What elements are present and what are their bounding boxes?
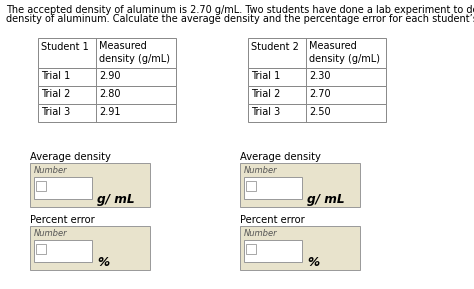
Text: Number: Number <box>244 166 278 175</box>
Text: Trial 3: Trial 3 <box>41 107 70 117</box>
Text: Trial 3: Trial 3 <box>251 107 280 117</box>
Text: Measured
density (g/mL): Measured density (g/mL) <box>99 41 170 64</box>
Bar <box>240 226 360 270</box>
Bar <box>240 163 360 207</box>
Text: Trial 2: Trial 2 <box>41 89 70 99</box>
Text: density of aluminum. Calculate the average density and the percentage error for : density of aluminum. Calculate the avera… <box>6 14 474 24</box>
Text: g/ mL: g/ mL <box>307 193 345 206</box>
Text: Trial 2: Trial 2 <box>251 89 281 99</box>
Bar <box>246 244 256 254</box>
Text: Student 2: Student 2 <box>251 42 299 52</box>
Text: 2.70: 2.70 <box>309 89 331 99</box>
Bar <box>38 68 176 86</box>
Bar <box>246 181 256 191</box>
Bar <box>34 177 92 199</box>
Text: 2.90: 2.90 <box>99 71 120 81</box>
Bar <box>244 240 302 262</box>
Text: Trial 1: Trial 1 <box>41 71 70 81</box>
Text: %: % <box>307 256 319 269</box>
Bar <box>30 226 150 270</box>
Text: Number: Number <box>34 166 68 175</box>
Text: 2.30: 2.30 <box>309 71 330 81</box>
Text: %: % <box>97 256 109 269</box>
Text: Trial 1: Trial 1 <box>251 71 280 81</box>
Text: 2.91: 2.91 <box>99 107 120 117</box>
Text: Student 1: Student 1 <box>41 42 89 52</box>
Text: Number: Number <box>244 229 278 238</box>
Bar <box>38 104 176 122</box>
Bar <box>248 38 386 68</box>
Text: 2.80: 2.80 <box>99 89 120 99</box>
Text: g/ mL: g/ mL <box>97 193 135 206</box>
Bar <box>38 38 176 68</box>
Bar <box>34 240 92 262</box>
Text: Average density: Average density <box>240 152 321 162</box>
Bar <box>248 68 386 86</box>
Text: Average density: Average density <box>30 152 111 162</box>
Bar <box>244 177 302 199</box>
Bar <box>248 86 386 104</box>
Bar <box>36 244 46 254</box>
Text: Percent error: Percent error <box>240 215 305 225</box>
Text: Measured
density (g/mL): Measured density (g/mL) <box>309 41 380 64</box>
Text: 2.50: 2.50 <box>309 107 331 117</box>
Text: The accepted density of aluminum is 2.70 g/mL. Two students have done a lab expe: The accepted density of aluminum is 2.70… <box>6 5 474 15</box>
Text: Percent error: Percent error <box>30 215 95 225</box>
Bar <box>36 181 46 191</box>
Bar <box>38 86 176 104</box>
Bar <box>30 163 150 207</box>
Text: Number: Number <box>34 229 68 238</box>
Bar <box>248 104 386 122</box>
